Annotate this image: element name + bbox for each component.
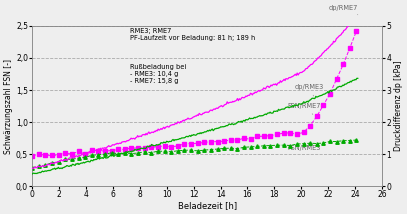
Y-axis label: Schwärzungszahl FSN [-]: Schwärzungszahl FSN [-] <box>4 59 13 154</box>
Text: Rußbeladung bei
- RME3: 10,4 g
- RME7: 15,8 g: Rußbeladung bei - RME3: 10,4 g - RME7: 1… <box>130 64 186 84</box>
Text: FSN/RME3: FSN/RME3 <box>288 145 321 151</box>
Text: FSN/RME7: FSN/RME7 <box>288 103 322 114</box>
Y-axis label: Druckdifferenz dp [kPa]: Druckdifferenz dp [kPa] <box>394 61 403 152</box>
Text: RME3; RME7
PF-Laufzeit vor Beladung: 81 h; 189 h: RME3; RME7 PF-Laufzeit vor Beladung: 81 … <box>130 28 256 40</box>
X-axis label: Beladezeit [h]: Beladezeit [h] <box>177 201 237 210</box>
Text: dp/RME7: dp/RME7 <box>328 5 358 15</box>
Text: dp/RME3: dp/RME3 <box>295 84 324 96</box>
